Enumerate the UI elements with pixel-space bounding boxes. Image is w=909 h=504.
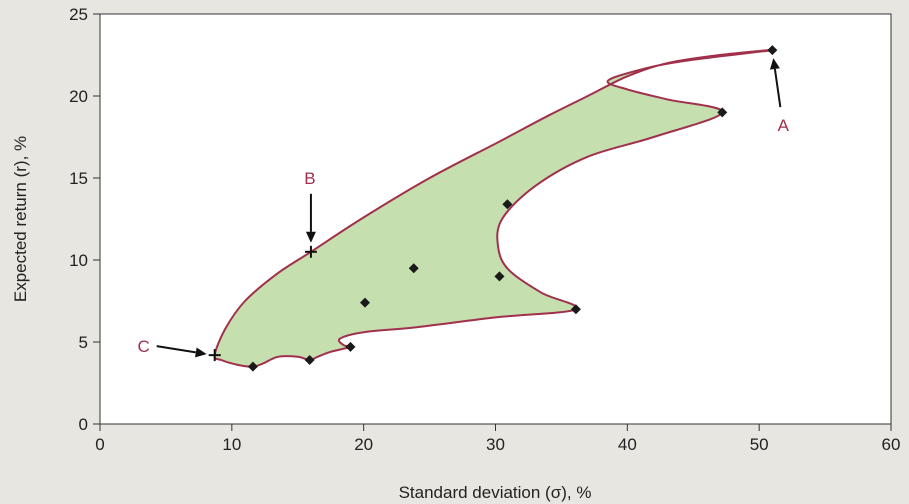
y-tick-label: 0 bbox=[79, 415, 88, 434]
y-tick-label: 25 bbox=[69, 5, 88, 24]
arrow-a bbox=[769, 58, 782, 108]
data-point bbox=[408, 263, 419, 274]
x-tick-label: 40 bbox=[618, 435, 637, 454]
label-b: B bbox=[304, 169, 315, 188]
x-tick-label: 0 bbox=[95, 435, 104, 454]
x-tick-label: 60 bbox=[882, 435, 901, 454]
x-tick-label: 50 bbox=[750, 435, 769, 454]
data-point bbox=[570, 304, 581, 315]
data-point bbox=[494, 271, 505, 282]
x-tick-label: 20 bbox=[354, 435, 373, 454]
data-point bbox=[717, 107, 728, 118]
y-tick-label: 20 bbox=[69, 87, 88, 106]
data-point bbox=[345, 341, 356, 352]
arrow-c bbox=[156, 345, 207, 358]
marker-c bbox=[208, 349, 221, 362]
arrow-b bbox=[305, 193, 316, 243]
data-point bbox=[247, 361, 258, 372]
data-point bbox=[502, 199, 513, 210]
marker-b bbox=[304, 245, 317, 258]
x-axis-label: Standard deviation (σ), % bbox=[399, 483, 592, 502]
y-tick-label: 10 bbox=[69, 251, 88, 270]
data-point bbox=[767, 45, 778, 56]
y-tick-label: 15 bbox=[69, 169, 88, 188]
data-point bbox=[359, 297, 370, 308]
y-tick-label: 5 bbox=[79, 333, 88, 352]
y-axis-label: Expected return (r), % bbox=[11, 136, 30, 302]
label-c: C bbox=[138, 337, 150, 356]
data-point bbox=[304, 355, 315, 366]
label-a: A bbox=[778, 116, 790, 135]
x-tick-label: 10 bbox=[222, 435, 241, 454]
x-tick-label: 30 bbox=[486, 435, 505, 454]
